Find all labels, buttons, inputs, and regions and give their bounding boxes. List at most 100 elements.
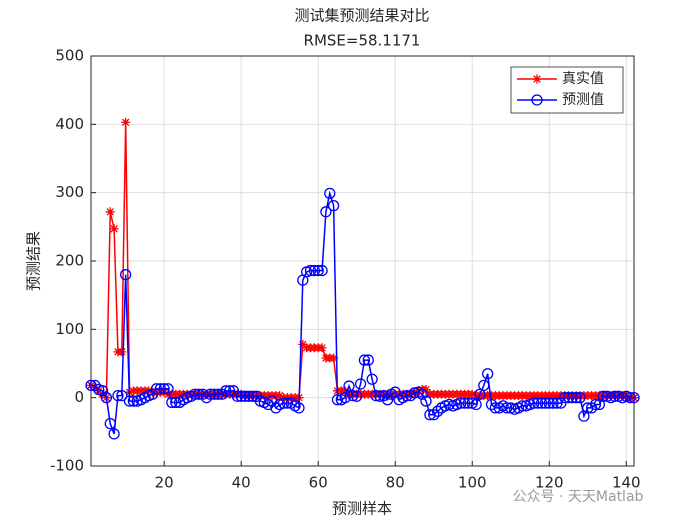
x-tick-label: 120 <box>535 474 564 492</box>
x-tick-label: 60 <box>309 474 328 492</box>
data-point <box>100 392 113 404</box>
data-point <box>89 379 101 392</box>
data-point <box>551 397 563 409</box>
data-point <box>158 383 170 395</box>
legend-label: 真实值 <box>562 71 604 87</box>
data-point <box>539 397 552 409</box>
data-point <box>96 385 109 397</box>
y-tick-label: 200 <box>55 252 84 270</box>
x-tick-label: 20 <box>155 474 174 492</box>
data-point <box>239 390 251 402</box>
data-point <box>501 402 513 414</box>
data-point <box>235 390 247 402</box>
chart-title: 测试集预测结果对比 <box>294 7 429 25</box>
data-point <box>281 397 294 409</box>
data-point <box>109 224 119 234</box>
legend-marker <box>531 94 543 106</box>
legend-box <box>510 66 624 114</box>
series-line <box>91 190 634 435</box>
data-point <box>428 409 440 421</box>
data-point <box>628 392 640 404</box>
data-point <box>478 379 490 392</box>
data-point <box>470 398 482 411</box>
data-point <box>343 380 355 392</box>
data-point <box>347 389 359 402</box>
data-point <box>458 397 471 409</box>
data-point <box>340 386 350 396</box>
data-point <box>559 392 571 404</box>
data-point <box>589 398 602 411</box>
data-point <box>231 390 243 402</box>
data-point <box>197 388 209 400</box>
data-point <box>316 264 328 277</box>
data-point <box>108 428 120 440</box>
data-point <box>277 397 290 409</box>
legend-label: 预测值 <box>562 92 604 108</box>
watermark: 公众号 · 天天Matlab <box>513 489 644 505</box>
data-point <box>204 388 217 400</box>
data-point <box>370 389 382 402</box>
data-point <box>308 264 321 277</box>
data-point <box>339 392 351 404</box>
data-point <box>121 117 131 127</box>
x-tick-label: 80 <box>386 474 405 492</box>
y-tick-label: 100 <box>55 320 84 338</box>
data-point <box>416 388 428 400</box>
data-point <box>150 383 163 395</box>
data-point <box>117 347 127 357</box>
data-point <box>420 395 432 407</box>
data-point <box>304 264 317 277</box>
data-point <box>275 391 285 401</box>
data-point <box>624 392 636 404</box>
data-point <box>220 385 232 397</box>
data-point <box>562 392 575 404</box>
data-point <box>317 343 327 353</box>
data-point <box>362 354 374 366</box>
data-point <box>127 395 140 407</box>
data-point <box>120 269 132 281</box>
chart-subtitle: RMSE=58.1171 <box>304 32 421 50</box>
data-point <box>570 392 582 404</box>
data-point <box>421 384 431 394</box>
data-point <box>609 390 621 402</box>
data-point <box>324 187 336 200</box>
legend-marker <box>532 74 542 84</box>
data-point <box>105 207 115 217</box>
data-point <box>408 387 421 399</box>
y-axis-label: 预测结果 <box>25 231 43 291</box>
data-point <box>528 397 540 409</box>
data-point <box>331 394 344 406</box>
data-point <box>123 395 136 407</box>
data-point <box>366 373 378 385</box>
data-point <box>189 388 201 400</box>
data-point <box>482 368 494 380</box>
data-point <box>166 396 178 409</box>
data-point <box>455 397 467 409</box>
data-point <box>401 389 413 402</box>
data-point <box>354 378 367 390</box>
data-point <box>489 402 502 414</box>
data-point <box>94 386 104 396</box>
data-point <box>104 417 116 430</box>
data-point <box>293 402 305 414</box>
data-point <box>162 383 174 395</box>
data-point <box>112 389 124 402</box>
data-point <box>378 389 390 402</box>
data-point <box>574 392 586 404</box>
data-point <box>516 400 528 412</box>
x-tick-label: 140 <box>612 474 641 492</box>
data-point <box>532 397 544 409</box>
data-point <box>208 388 220 400</box>
data-point <box>312 264 324 277</box>
x-tick-label: 40 <box>232 474 251 492</box>
y-tick-label: 400 <box>55 115 84 133</box>
data-point <box>467 389 477 399</box>
data-point <box>535 397 548 409</box>
data-point <box>223 385 236 397</box>
data-point <box>116 389 128 402</box>
data-point <box>597 390 609 402</box>
data-point <box>327 199 340 212</box>
data-point <box>329 353 339 363</box>
data-point <box>431 405 444 417</box>
